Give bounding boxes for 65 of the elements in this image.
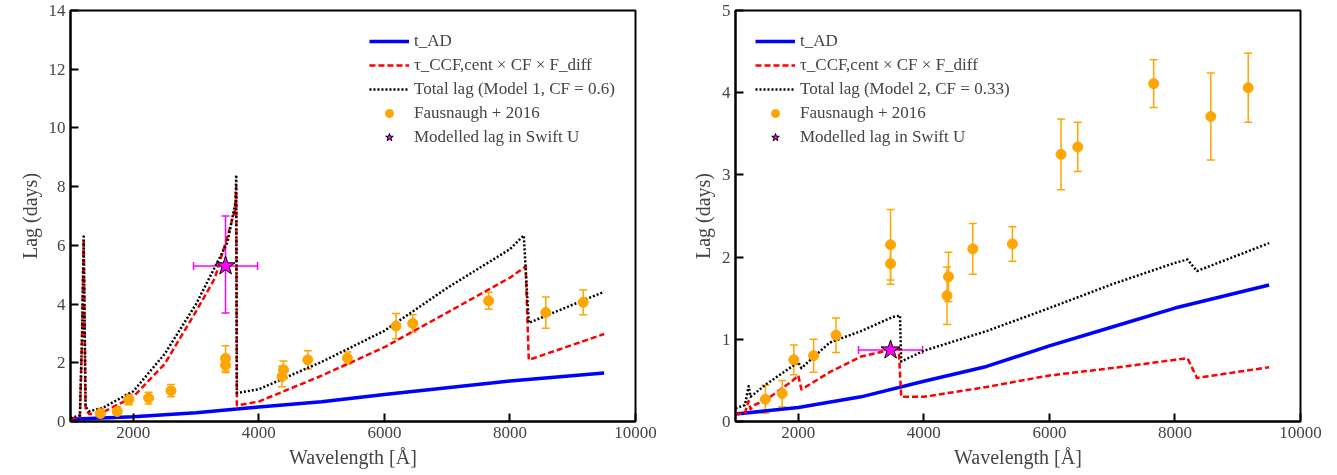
point [759, 393, 771, 405]
y-tick-label: 2 [722, 247, 731, 267]
y-tick-label: 1 [722, 329, 731, 349]
y-tick-label: 14 [48, 1, 66, 20]
y-tick-label: 4 [57, 294, 66, 314]
point [885, 239, 897, 251]
point [967, 243, 979, 255]
point [407, 317, 419, 329]
y-tick-label: 8 [57, 177, 66, 197]
line-series [735, 283, 1271, 416]
legend-label: t_AD [800, 30, 838, 52]
y-tick-label: 0 [722, 412, 731, 431]
legend-label: Modelled lag in Swift U [800, 126, 966, 148]
point [1072, 141, 1084, 153]
line-series [70, 371, 606, 421]
point [540, 307, 552, 319]
y-tick-label: 2 [57, 353, 66, 373]
point [788, 354, 800, 366]
y-tick-label: 3 [722, 165, 731, 185]
legend-label: Fausnaugh + 2016 [413, 102, 540, 124]
x-tick-label: 2000 [116, 422, 151, 442]
point [1055, 148, 1067, 160]
point [885, 258, 897, 270]
legend-label: Total lag (Model 1, CF = 0.6) [413, 78, 615, 100]
point [390, 320, 402, 332]
x-axis-title: Wavelength [Å] [289, 445, 417, 469]
x-tick-label: 8000 [1157, 422, 1192, 442]
y-tick-label: 5 [722, 1, 731, 20]
point [776, 388, 788, 400]
y-tick-label: 10 [48, 118, 66, 138]
point [943, 271, 955, 283]
point [830, 329, 842, 341]
x-tick-label: 8000 [492, 422, 527, 442]
point [302, 354, 314, 366]
x-tick-label: 4000 [906, 422, 941, 442]
x-tick-label: 6000 [367, 422, 402, 442]
point [1148, 78, 1160, 90]
x-axis-title: Wavelength [Å] [954, 445, 1082, 469]
x-tick-label: 4000 [241, 422, 276, 442]
y-tick-label: 12 [48, 59, 66, 79]
point [808, 350, 820, 362]
y-tick-label: 4 [722, 83, 731, 103]
legend-label: t_AD [413, 30, 452, 52]
legend-label: Total lag (Model 2, CF = 0.33) [800, 78, 1010, 100]
legend-label: Fausnaugh + 2016 [800, 102, 926, 124]
x-tick-label: 10000 [614, 422, 657, 442]
y-tick-label: 6 [57, 235, 66, 255]
y-axis-title: Lag (days) [18, 172, 42, 260]
legend-label: τ_CCF,cent × CF × F_diff [800, 54, 978, 76]
point [1006, 238, 1018, 250]
point [1242, 82, 1254, 94]
legend-label: τ_CCF,cent × CF × F_diff [413, 54, 592, 76]
y-axis-title: Lag (days) [692, 172, 715, 260]
point [278, 364, 290, 376]
x-tick-label: 2000 [781, 422, 816, 442]
point [483, 295, 495, 307]
point [880, 339, 901, 359]
legend-label: Modelled lag in Swift U [413, 126, 580, 148]
point [1205, 111, 1217, 123]
point [941, 290, 953, 302]
point [577, 296, 589, 308]
y-tick-label: 0 [57, 412, 66, 431]
x-tick-label: 6000 [1032, 422, 1067, 442]
point [215, 255, 236, 275]
x-tick-label: 10000 [1279, 422, 1322, 442]
